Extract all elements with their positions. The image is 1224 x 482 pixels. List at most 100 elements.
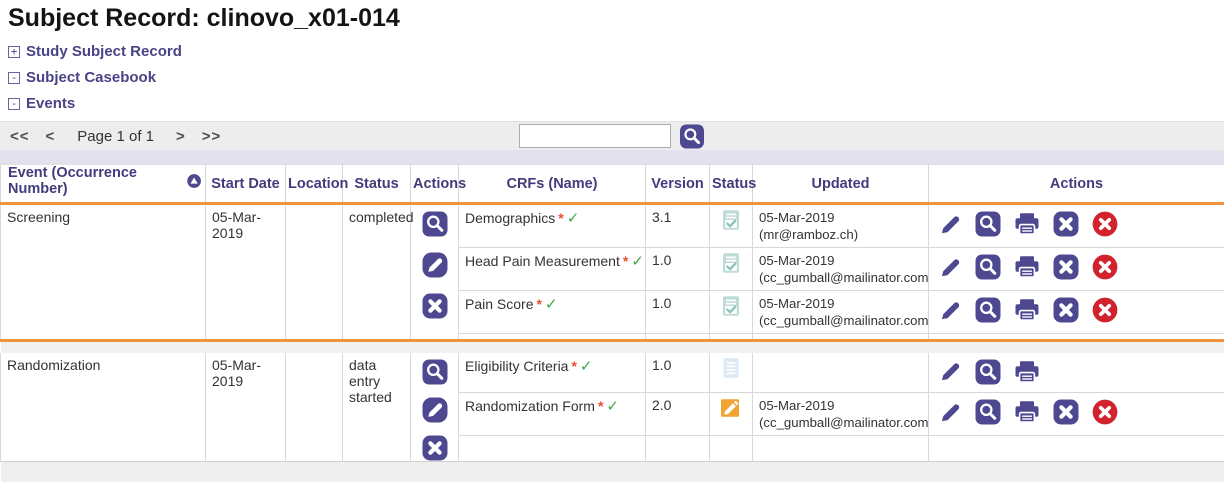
events-table: Event (Occurrence Number) Start Date Loc… xyxy=(0,164,1224,482)
table-footer-bar xyxy=(1,461,1224,482)
last-page-button[interactable]: >> xyxy=(202,128,222,145)
edit-event-icon[interactable] xyxy=(422,252,448,278)
crf-actions-cell xyxy=(929,353,1224,393)
crf-name-cell: Randomization Form*✓ xyxy=(459,393,646,436)
remove-crf-icon[interactable] xyxy=(1053,254,1079,280)
search-icon[interactable] xyxy=(679,124,705,149)
view-event-icon[interactable] xyxy=(422,359,448,385)
crf-actions-cell xyxy=(929,393,1224,436)
column-header-crf-actions: Actions xyxy=(929,165,1224,204)
view-event-icon[interactable] xyxy=(422,211,448,237)
next-page-button[interactable]: > xyxy=(176,128,186,145)
remove-event-icon[interactable] xyxy=(422,435,448,461)
delete-crf-icon[interactable] xyxy=(1092,211,1118,237)
updated-date: 05-Mar-2019 xyxy=(759,295,922,312)
event-status-cell: data entry started xyxy=(343,353,411,462)
view-crf-icon[interactable] xyxy=(975,399,1001,425)
crf-version-cell: 1.0 xyxy=(646,291,710,334)
crf-version-cell: 1.0 xyxy=(646,248,710,291)
delete-crf-icon[interactable] xyxy=(1092,254,1118,280)
event-section-screening: Screening 05-Mar-2019 completed Demograp… xyxy=(1,204,1224,341)
crf-actions-cell xyxy=(929,248,1224,291)
updated-date: 05-Mar-2019 xyxy=(759,397,922,414)
remove-event-icon[interactable] xyxy=(422,293,448,319)
tree-item-label[interactable]: Subject Casebook xyxy=(26,69,156,86)
search-button[interactable] xyxy=(678,123,706,149)
view-crf-icon[interactable] xyxy=(975,297,1001,323)
crf-updated-cell: 05-Mar-2019 (mr@ramboz.ch) xyxy=(753,204,929,248)
print-crf-icon[interactable] xyxy=(1014,212,1040,236)
required-mark: * xyxy=(555,210,563,226)
tree-item-events[interactable]: - Events xyxy=(8,95,1224,112)
crf-name-cell: Head Pain Measurement*✓ xyxy=(459,248,646,291)
column-header-crf-status[interactable]: Status xyxy=(710,165,753,204)
crf-status-cell xyxy=(710,393,753,436)
crf-status-initial-data-entry-icon xyxy=(719,397,743,419)
column-header-event-actions: Actions xyxy=(411,165,459,204)
edit-crf-icon[interactable] xyxy=(939,401,962,424)
crf-status-cell xyxy=(710,248,753,291)
event-actions-cell xyxy=(411,204,459,341)
complete-check-mark: ✓ xyxy=(542,296,558,313)
sort-ascending-icon[interactable] xyxy=(187,173,201,189)
complete-check-mark: ✓ xyxy=(577,358,593,375)
crf-status-completed-icon xyxy=(720,295,742,317)
crf-name: Demographics xyxy=(465,210,555,226)
print-crf-icon[interactable] xyxy=(1014,255,1040,279)
column-header-start-date[interactable]: Start Date xyxy=(206,165,286,204)
edit-crf-icon[interactable] xyxy=(939,299,962,322)
required-mark: * xyxy=(533,296,541,312)
expand-plus-icon[interactable]: + xyxy=(8,46,20,58)
search-input[interactable] xyxy=(519,124,671,148)
column-header-version[interactable]: Version xyxy=(646,165,710,204)
crf-status-cell xyxy=(710,353,753,393)
updated-by: (cc_gumball@mailinator.com) xyxy=(759,414,922,431)
expand-plus-icon[interactable]: - xyxy=(8,72,20,84)
crf-status-completed-icon xyxy=(720,209,742,231)
crf-name: Eligibility Criteria xyxy=(465,358,568,374)
edit-event-icon[interactable] xyxy=(422,397,448,423)
print-crf-icon[interactable] xyxy=(1014,298,1040,322)
remove-crf-icon[interactable] xyxy=(1053,297,1079,323)
tree-item-label[interactable]: Study Subject Record xyxy=(26,43,182,60)
column-header-location[interactable]: Location xyxy=(286,165,343,204)
view-crf-icon[interactable] xyxy=(975,211,1001,237)
tree-item-label[interactable]: Events xyxy=(26,95,75,112)
column-header-event[interactable]: Event (Occurrence Number) xyxy=(1,165,206,204)
crf-name-cell: Demographics*✓ xyxy=(459,204,646,248)
crf-name: Randomization Form xyxy=(465,398,595,414)
complete-check-mark: ✓ xyxy=(564,210,580,227)
view-crf-icon[interactable] xyxy=(975,254,1001,280)
crf-status-completed-icon xyxy=(720,252,742,274)
delete-crf-icon[interactable] xyxy=(1092,399,1118,425)
column-header-status[interactable]: Status xyxy=(343,165,411,204)
prev-page-button[interactable]: < xyxy=(46,128,56,145)
table-row: Screening 05-Mar-2019 completed Demograp… xyxy=(1,204,1224,248)
remove-crf-icon[interactable] xyxy=(1053,211,1079,237)
column-header-updated[interactable]: Updated xyxy=(753,165,929,204)
updated-by: (cc_gumball@mailinator.com) xyxy=(759,312,922,329)
toolbar-accent-strip xyxy=(0,150,1224,164)
tree-item-study-subject-record[interactable]: + Study Subject Record xyxy=(8,43,1224,60)
edit-crf-icon[interactable] xyxy=(939,256,962,279)
pagination-toolbar: << < Page 1 of 1 > >> xyxy=(0,121,1224,150)
remove-crf-icon[interactable] xyxy=(1053,399,1079,425)
print-crf-icon[interactable] xyxy=(1014,400,1040,424)
crf-status-not-started-icon xyxy=(720,357,742,379)
table-header-row: Event (Occurrence Number) Start Date Loc… xyxy=(1,165,1224,204)
collapse-minus-icon[interactable]: - xyxy=(8,98,20,110)
tree-item-subject-casebook[interactable]: - Subject Casebook xyxy=(8,69,1224,86)
delete-crf-icon[interactable] xyxy=(1092,297,1118,323)
column-header-crf-name[interactable]: CRFs (Name) xyxy=(459,165,646,204)
section-spacer xyxy=(1,341,1224,353)
updated-by: (mr@ramboz.ch) xyxy=(759,226,922,243)
edit-crf-icon[interactable] xyxy=(939,213,962,236)
complete-check-mark: ✓ xyxy=(628,253,644,270)
edit-crf-icon[interactable] xyxy=(939,360,962,383)
crf-updated-cell: 05-Mar-2019 (cc_gumball@mailinator.com) xyxy=(753,393,929,436)
print-crf-icon[interactable] xyxy=(1014,360,1040,384)
record-tree: + Study Subject Record - Subject Caseboo… xyxy=(8,43,1224,112)
event-location-cell xyxy=(286,353,343,462)
view-crf-icon[interactable] xyxy=(975,359,1001,385)
first-page-button[interactable]: << xyxy=(10,128,30,145)
